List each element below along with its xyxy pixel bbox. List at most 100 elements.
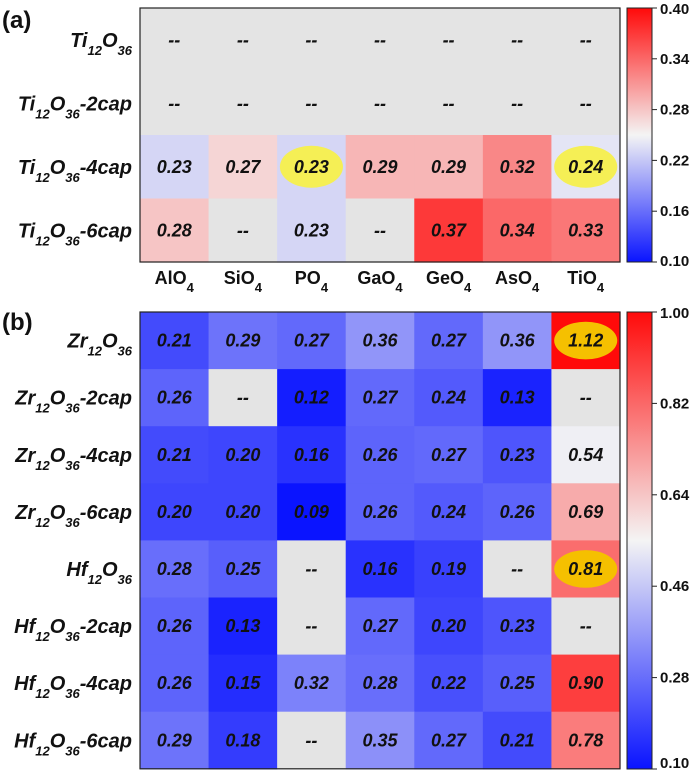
highlight-ellipse bbox=[554, 145, 618, 188]
heatmap-cell bbox=[345, 426, 415, 484]
cell-value-label: 0.26 bbox=[500, 502, 536, 522]
heatmap-cell bbox=[208, 540, 278, 599]
cell-value-label: 0.28 bbox=[362, 673, 397, 693]
heatmap-cell bbox=[208, 198, 278, 263]
cell-value-label: -- bbox=[374, 220, 386, 240]
heatmap-cell bbox=[414, 426, 484, 484]
cell-value-label: 0.26 bbox=[362, 445, 398, 465]
cell-value-label: -- bbox=[443, 30, 455, 50]
cell-value-label: -- bbox=[374, 93, 386, 113]
cell-value-label: 0.21 bbox=[157, 331, 192, 351]
cell-value-label: 0.27 bbox=[294, 331, 330, 351]
heatmap-cell bbox=[345, 312, 415, 370]
heatmap-cell bbox=[345, 597, 415, 656]
cell-value-label: 0.26 bbox=[157, 616, 193, 636]
heatmap-cell bbox=[140, 71, 210, 136]
cell-value-label: 0.24 bbox=[431, 502, 466, 522]
colorbar-tick-label: 1.00 bbox=[660, 305, 689, 322]
row-label: Hf12O36-4cap bbox=[14, 673, 132, 701]
cell-value-label: 0.90 bbox=[568, 673, 603, 693]
cell-value-label: -- bbox=[305, 616, 317, 636]
heatmap-cell bbox=[551, 654, 621, 713]
heatmap-cell bbox=[414, 369, 484, 427]
heatmap-cell bbox=[277, 369, 347, 427]
column-label: GaO4 bbox=[357, 268, 403, 295]
cell-value-label: 0.26 bbox=[157, 388, 193, 408]
heatmap-cell bbox=[414, 312, 484, 370]
colorbar-tick-label: 0.34 bbox=[660, 51, 690, 68]
cell-value-label: 0.32 bbox=[500, 157, 535, 177]
cell-value-label: 0.23 bbox=[294, 220, 329, 240]
colorbar-tick-label: 0.28 bbox=[660, 670, 689, 687]
heatmap-cell bbox=[345, 135, 415, 200]
panel-a: (a) -- -- -- -- -- -- -- -- -- -- -- -- -- -- 0.23 0.27 0… bbox=[2, 1, 690, 295]
cell-value-label: 0.18 bbox=[225, 730, 260, 750]
cell-value-label: 0.78 bbox=[568, 730, 603, 750]
row-label: Ti12O36-2cap bbox=[18, 93, 132, 121]
panel-b: (b) 0.21 0.29 0.27 0.36 0.27 0.36 1.12 0.26 -- 0.1… bbox=[2, 305, 690, 771]
heatmap-cell bbox=[551, 426, 621, 484]
colorbar-tick-label: 0.46 bbox=[660, 578, 689, 595]
heatmap-cell bbox=[414, 135, 484, 200]
colorbar-tick-label: 0.82 bbox=[660, 395, 689, 412]
cell-value-label: 0.27 bbox=[362, 388, 398, 408]
cell-value-label: 0.27 bbox=[431, 331, 467, 351]
row-label: Zr12O36-2cap bbox=[14, 388, 132, 416]
column-label: PO4 bbox=[295, 268, 329, 295]
heatmap-cell bbox=[482, 540, 553, 599]
heatmap-cell bbox=[551, 71, 621, 136]
heatmap-cell bbox=[414, 711, 484, 770]
heatmap-cell bbox=[208, 426, 278, 484]
heatmap-cell bbox=[482, 71, 553, 136]
heatmap-cell bbox=[208, 711, 278, 770]
row-label: Hf12O36-2cap bbox=[14, 616, 132, 644]
cell-value-label: 0.26 bbox=[157, 673, 193, 693]
cell-value-label: 0.26 bbox=[362, 502, 398, 522]
cell-value-label: 0.09 bbox=[294, 502, 329, 522]
cell-value-label: 0.22 bbox=[431, 673, 466, 693]
heatmap-cell bbox=[345, 540, 415, 599]
heatmap-frame bbox=[139, 7, 621, 263]
heatmap-cell bbox=[277, 711, 347, 770]
heatmap-cell bbox=[345, 198, 415, 263]
cell-value-label: -- bbox=[580, 616, 592, 636]
column-label: TiO4 bbox=[567, 268, 605, 295]
heatmap-cell bbox=[140, 369, 210, 427]
cell-value-label: 0.25 bbox=[500, 673, 536, 693]
heatmap-cell bbox=[277, 198, 347, 263]
row-label: Zr12O36 bbox=[67, 331, 133, 359]
cell-value-label: 0.27 bbox=[431, 445, 467, 465]
cell-value-label: -- bbox=[580, 388, 592, 408]
cell-value-label: 0.23 bbox=[500, 616, 535, 636]
heatmap-cell bbox=[277, 540, 347, 599]
row-label: Zr12O36-6cap bbox=[14, 502, 132, 530]
cell-value-label: 0.81 bbox=[568, 559, 603, 579]
cell-value-label: 0.32 bbox=[294, 673, 329, 693]
colorbar-tick-label: 0.64 bbox=[660, 487, 690, 504]
heatmap-cell bbox=[277, 426, 347, 484]
heatmap-cell bbox=[345, 654, 415, 713]
row-label: Ti12O36-6cap bbox=[18, 220, 132, 248]
heatmap-cell bbox=[208, 654, 278, 713]
heatmap-cell bbox=[551, 369, 621, 427]
cell-value-label: 0.28 bbox=[157, 559, 192, 579]
heatmap-cell bbox=[551, 8, 621, 73]
cell-value-label: -- bbox=[443, 93, 455, 113]
heatmap-cell bbox=[140, 135, 210, 200]
cell-value-label: 0.20 bbox=[225, 445, 260, 465]
heatmap-cell bbox=[277, 483, 347, 541]
cell-value-label: -- bbox=[511, 559, 523, 579]
cell-value-label: 0.37 bbox=[431, 220, 467, 240]
colorbar bbox=[626, 7, 653, 263]
cell-value-label: 0.28 bbox=[157, 220, 192, 240]
highlight-ellipse bbox=[279, 145, 343, 188]
heatmap-cell bbox=[482, 369, 553, 427]
colorbar-tick-label: 0.10 bbox=[660, 253, 689, 270]
cell-value-label: 0.54 bbox=[568, 445, 603, 465]
cell-value-label: -- bbox=[305, 93, 317, 113]
heatmap-cell bbox=[345, 369, 415, 427]
row-label: Hf12O36-6cap bbox=[14, 730, 132, 758]
cell-value-label: 0.27 bbox=[362, 616, 398, 636]
cell-value-label: 0.35 bbox=[362, 730, 398, 750]
cell-value-label: 0.12 bbox=[294, 388, 329, 408]
